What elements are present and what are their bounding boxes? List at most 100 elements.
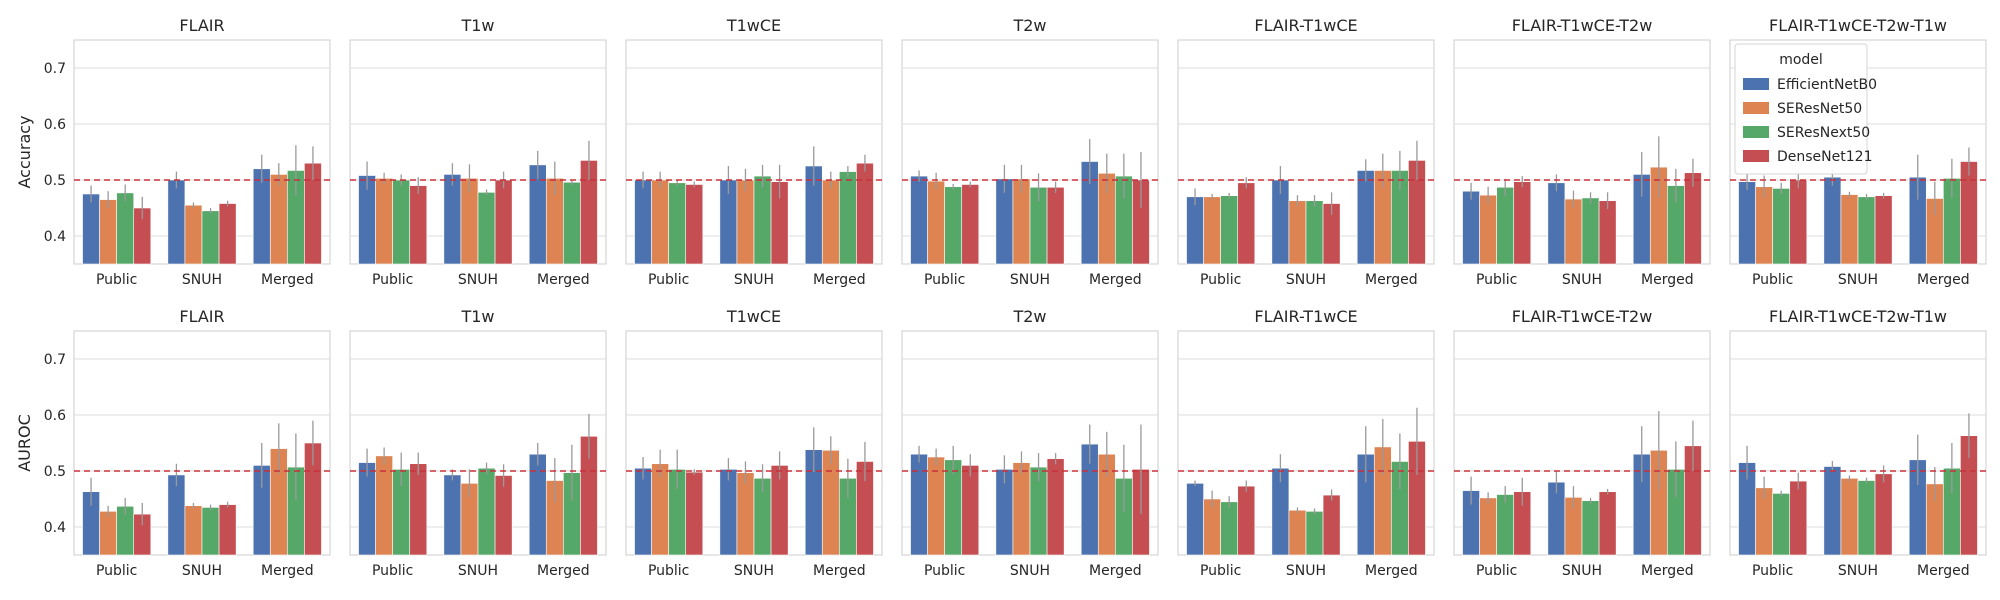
x-tick-label: Merged [537, 272, 590, 288]
panel-1-3: T2w Public SNUH Merged [901, 307, 1159, 579]
bar [1305, 511, 1324, 556]
x-tick-label: Public [648, 272, 689, 288]
x-tick-label: Public [1752, 563, 1793, 579]
x-tick-label: Merged [1365, 272, 1418, 288]
x-tick-label: Public [924, 272, 965, 288]
bar [634, 467, 652, 556]
panel-title: T1w [460, 16, 494, 35]
y-tick-label: 0.4 [44, 520, 66, 536]
x-tick-label: SNUH [1838, 272, 1878, 288]
bar [1186, 483, 1204, 556]
x-tick-label: Merged [1641, 563, 1694, 579]
panel-0-0: 0.4 0.5 0.6 0.7 FLAIR Public SNUH Merged [44, 16, 331, 288]
bar [375, 178, 393, 265]
y-tick-label: 0.4 [44, 229, 66, 245]
y-tick-label: 0.5 [44, 464, 66, 480]
x-tick-label: Public [96, 563, 137, 579]
panel-title: FLAIR-T1wCE-T2w [1512, 307, 1653, 326]
bar [1046, 186, 1065, 265]
y-axis-label: AUROC [15, 414, 34, 472]
x-tick-label: SNUH [734, 272, 774, 288]
bar [1874, 195, 1893, 265]
y-tick-label: 0.5 [44, 173, 66, 189]
x-tick-label: Merged [1917, 272, 1970, 288]
bar [1840, 194, 1859, 265]
y-tick-label: 0.6 [44, 408, 66, 424]
bar [409, 463, 428, 556]
bar [961, 184, 980, 265]
bar [1479, 194, 1497, 265]
x-tick-label: Public [372, 563, 413, 579]
bar [736, 179, 755, 265]
bar [1288, 509, 1307, 556]
y-tick-label: 0.6 [44, 117, 66, 133]
panel-title: FLAIR-T1wCE-T2w [1512, 16, 1653, 35]
bar [1186, 196, 1204, 265]
bar [719, 469, 738, 556]
bar [1960, 161, 1978, 265]
bar [409, 185, 428, 265]
panel-0-1: T1w Public SNUH Merged [349, 16, 607, 288]
bar [269, 174, 288, 265]
bar [1046, 458, 1065, 556]
legend-label: SEResNext50 [1777, 125, 1870, 141]
bar [1857, 196, 1876, 265]
bar [99, 199, 117, 265]
bar [1288, 200, 1307, 265]
bar [668, 182, 687, 265]
bar [201, 210, 220, 265]
panel-title: FLAIR-T1wCE [1254, 307, 1357, 326]
panel-title: T2w [1012, 16, 1046, 35]
x-tick-label: Public [648, 563, 689, 579]
legend: model EfficientNetB0 SEResNet50 SEResNext50… [1734, 43, 1877, 175]
x-tick-label: Merged [1089, 563, 1142, 579]
bar [961, 465, 980, 556]
bar [1772, 493, 1791, 556]
bar [116, 192, 135, 265]
bar [927, 180, 945, 265]
panel-title: FLAIR [179, 307, 224, 326]
bar [753, 175, 772, 265]
bar [944, 186, 963, 265]
panel-title: T2w [1012, 307, 1046, 326]
x-tick-label: SNUH [1286, 563, 1326, 579]
bar [184, 204, 203, 265]
bar [82, 193, 100, 265]
bar [685, 471, 704, 556]
bar [1772, 188, 1791, 265]
panel-1-6: FLAIR-T1wCE-T2w-T1w Public SNUH Merged [1729, 307, 1987, 579]
bar [634, 179, 652, 265]
bar [1479, 497, 1497, 556]
bar [443, 174, 462, 265]
panel-0-4: FLAIR-T1wCE Public SNUH Merged [1177, 16, 1435, 288]
panel-1-4: FLAIR-T1wCE Public SNUH Merged [1177, 307, 1435, 579]
bar [1581, 197, 1600, 265]
bar [392, 179, 411, 265]
x-tick-label: Public [1200, 272, 1241, 288]
bar [99, 511, 117, 556]
x-tick-label: Merged [1089, 272, 1142, 288]
bar [651, 179, 669, 265]
bar [1598, 491, 1617, 556]
bar [1220, 501, 1239, 556]
legend-label: DenseNet121 [1777, 149, 1872, 165]
bar [1305, 200, 1324, 265]
bar [1755, 186, 1773, 265]
bar [1598, 200, 1617, 265]
legend-title: model [1779, 52, 1823, 68]
x-tick-label: SNUH [1562, 563, 1602, 579]
bar [218, 203, 237, 265]
x-tick-label: Merged [261, 563, 314, 579]
x-tick-label: SNUH [1838, 563, 1878, 579]
bar [494, 475, 513, 556]
bar [494, 179, 513, 265]
bar [1547, 182, 1566, 265]
bar [1874, 473, 1893, 556]
bar [1012, 462, 1031, 556]
panel-title: FLAIR-T1wCE [1254, 16, 1357, 35]
x-tick-label: Public [1476, 563, 1517, 579]
bar [1857, 480, 1876, 556]
bar [184, 505, 203, 556]
legend-swatch [1743, 102, 1769, 114]
